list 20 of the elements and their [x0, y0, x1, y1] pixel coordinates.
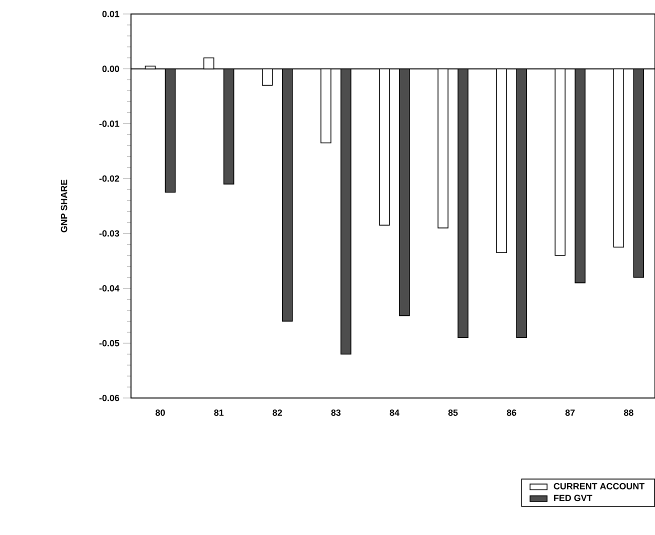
y-tick-label: -0.03	[99, 230, 120, 237]
x-tick-label: 84	[390, 410, 400, 416]
y-tick-label: -0.01	[99, 120, 120, 127]
x-tick-label: 82	[272, 410, 282, 416]
y-axis-title: GNP SHARE	[60, 180, 68, 232]
y-tick-label: -0.06	[99, 394, 120, 402]
y-tick-label: 0.00	[102, 66, 120, 72]
x-tick-label: 85	[448, 410, 458, 416]
x-tick-label: 87	[565, 410, 575, 416]
x-tick-label: 88	[624, 410, 634, 416]
x-tick-label: 80	[156, 410, 165, 416]
y-tick-label: 0.01	[102, 10, 120, 18]
y-tick-label: -0.02	[99, 175, 120, 182]
x-tick-label: 86	[506, 410, 516, 416]
x-tick-label: 83	[331, 410, 341, 416]
y-tick-label: -0.04	[99, 285, 120, 292]
x-tick-label: 81	[214, 410, 224, 416]
y-tick-label: -0.05	[99, 340, 120, 346]
legend-label: CURRENT ACCOUNT	[554, 483, 644, 490]
legend-label: FED GVT	[554, 494, 592, 502]
